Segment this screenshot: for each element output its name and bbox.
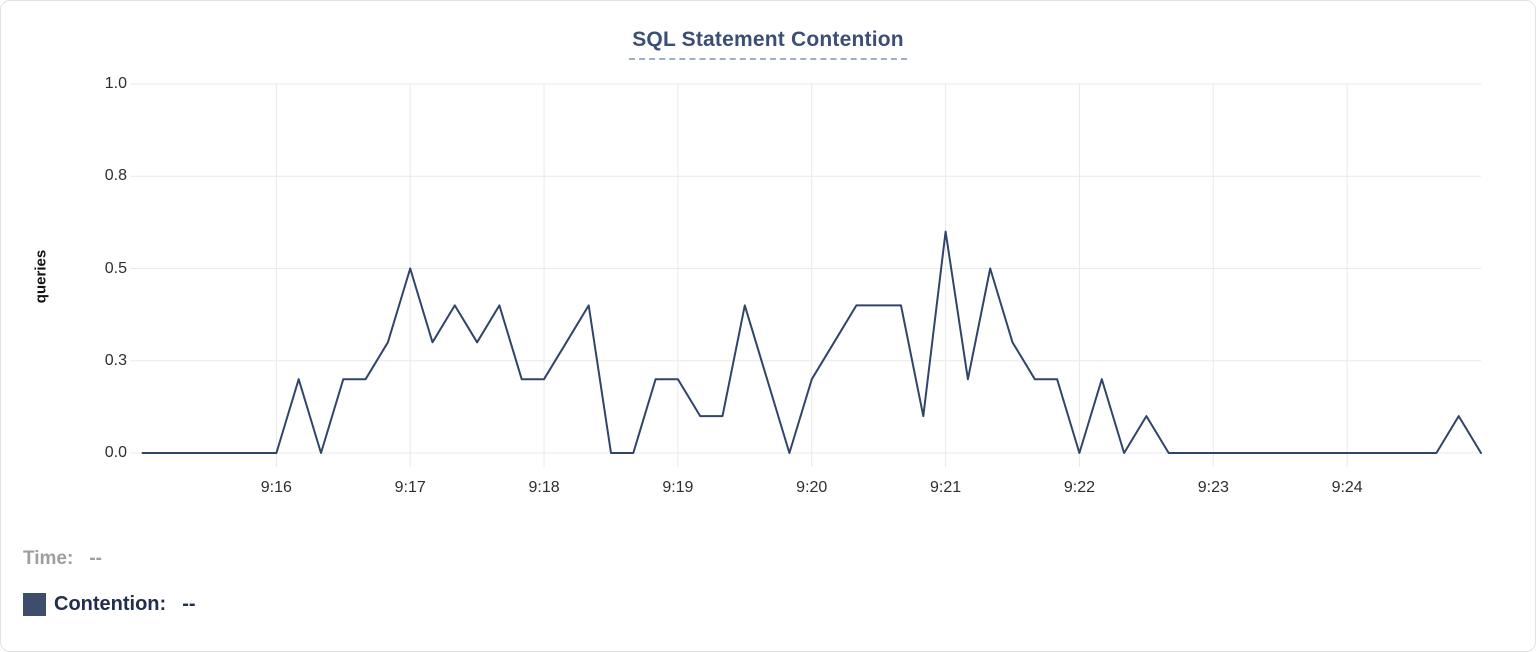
chart-title[interactable]: SQL Statement Contention	[629, 28, 907, 60]
x-tick-label: 9:20	[796, 479, 828, 496]
legend-time-value: --	[89, 548, 102, 569]
x-tick-label: 9:23	[1197, 479, 1229, 496]
legend-series-row[interactable]: Contention: --	[23, 591, 196, 617]
y-tick-label: 1.0	[104, 75, 127, 92]
y-axis-title: queries	[32, 249, 50, 304]
y-tick-label: 0.0	[104, 444, 127, 461]
legend-time-row: Time: --	[23, 546, 196, 572]
legend-series-value: --	[182, 592, 196, 615]
legend-time-label: Time:	[23, 548, 74, 569]
x-tick-label: 9:24	[1331, 479, 1363, 496]
y-tick-label: 0.5	[104, 259, 127, 277]
x-tick-label: 9:17	[394, 479, 426, 496]
y-tick-label: 0.3	[104, 351, 127, 369]
x-tick-label: 9:19	[662, 479, 694, 496]
x-tick-label: 9:16	[260, 479, 292, 496]
chart-legend: Time: -- Contention: --	[23, 546, 196, 617]
chart-header: SQL Statement Contention	[1, 28, 1535, 60]
contention-series-swatch	[23, 592, 46, 616]
x-tick-label: 9:18	[528, 479, 560, 496]
x-tick-label: 9:22	[1063, 479, 1095, 496]
legend-series-label: Contention:	[54, 592, 167, 615]
y-tick-label: 0.8	[104, 167, 127, 185]
contention-series-line[interactable]	[141, 230, 1482, 454]
x-tick-label: 9:21	[930, 479, 962, 496]
